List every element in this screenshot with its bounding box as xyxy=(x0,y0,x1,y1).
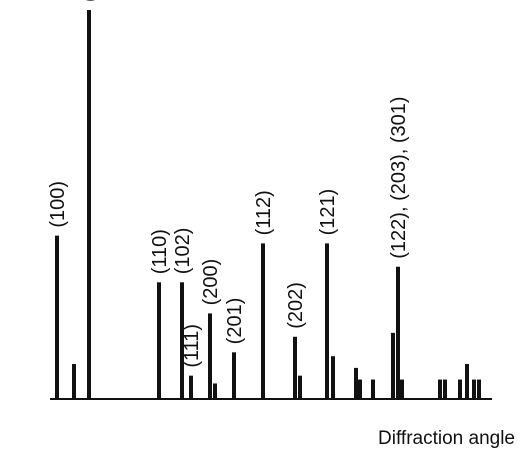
peak-bar-21 xyxy=(443,379,447,399)
peaks-group xyxy=(55,10,481,399)
peak-bar-13 xyxy=(331,356,335,399)
peak-bar-8 xyxy=(232,352,236,399)
peak-bar-20 xyxy=(438,379,442,399)
peak-bar-5 xyxy=(189,375,193,399)
peak-bar-15 xyxy=(358,379,362,399)
peak-label-0: (100) xyxy=(47,181,69,228)
peak-bar-22 xyxy=(458,379,462,399)
peak-bar-11 xyxy=(298,375,302,399)
peak-bar-12 xyxy=(325,243,329,399)
peak-label-3: (110) xyxy=(149,229,171,274)
peak-bar-14 xyxy=(354,367,358,399)
peak-label-6: (200) xyxy=(200,259,222,306)
peak-bar-3 xyxy=(157,282,161,399)
peak-bar-2 xyxy=(87,10,91,399)
peak-label-10: (202) xyxy=(285,282,307,329)
peak-bar-0 xyxy=(55,235,59,399)
peak-bar-1 xyxy=(72,363,76,399)
peak-labels-group: (100) (101) (110)(102) (111) (200)(201) (112)… xyxy=(47,0,410,368)
peak-bar-24 xyxy=(472,379,476,399)
peak-label-2: (101) xyxy=(79,0,101,2)
peak-bar-25 xyxy=(477,379,481,399)
peak-label-5: (111) xyxy=(181,324,203,368)
peak-bar-9 xyxy=(261,243,265,399)
peak-bar-18 xyxy=(396,266,400,399)
peak-label-8: (201) xyxy=(224,298,246,345)
peak-bar-17 xyxy=(391,332,395,399)
peak-bar-16 xyxy=(371,379,375,399)
peak-label-9: (112) xyxy=(253,190,275,235)
peak-label-18: (122), (203), (301) xyxy=(388,96,410,258)
peak-bar-7 xyxy=(213,383,217,399)
peak-bar-23 xyxy=(465,363,469,399)
peak-bar-10 xyxy=(293,336,297,399)
peak-bar-4 xyxy=(180,282,184,399)
peak-label-12: (121) xyxy=(317,189,339,236)
x-axis-label: Diffraction angle xyxy=(378,428,515,449)
peak-label-4: (102) xyxy=(172,228,194,275)
peak-bar-6 xyxy=(208,313,212,399)
peak-bar-19 xyxy=(400,379,404,399)
